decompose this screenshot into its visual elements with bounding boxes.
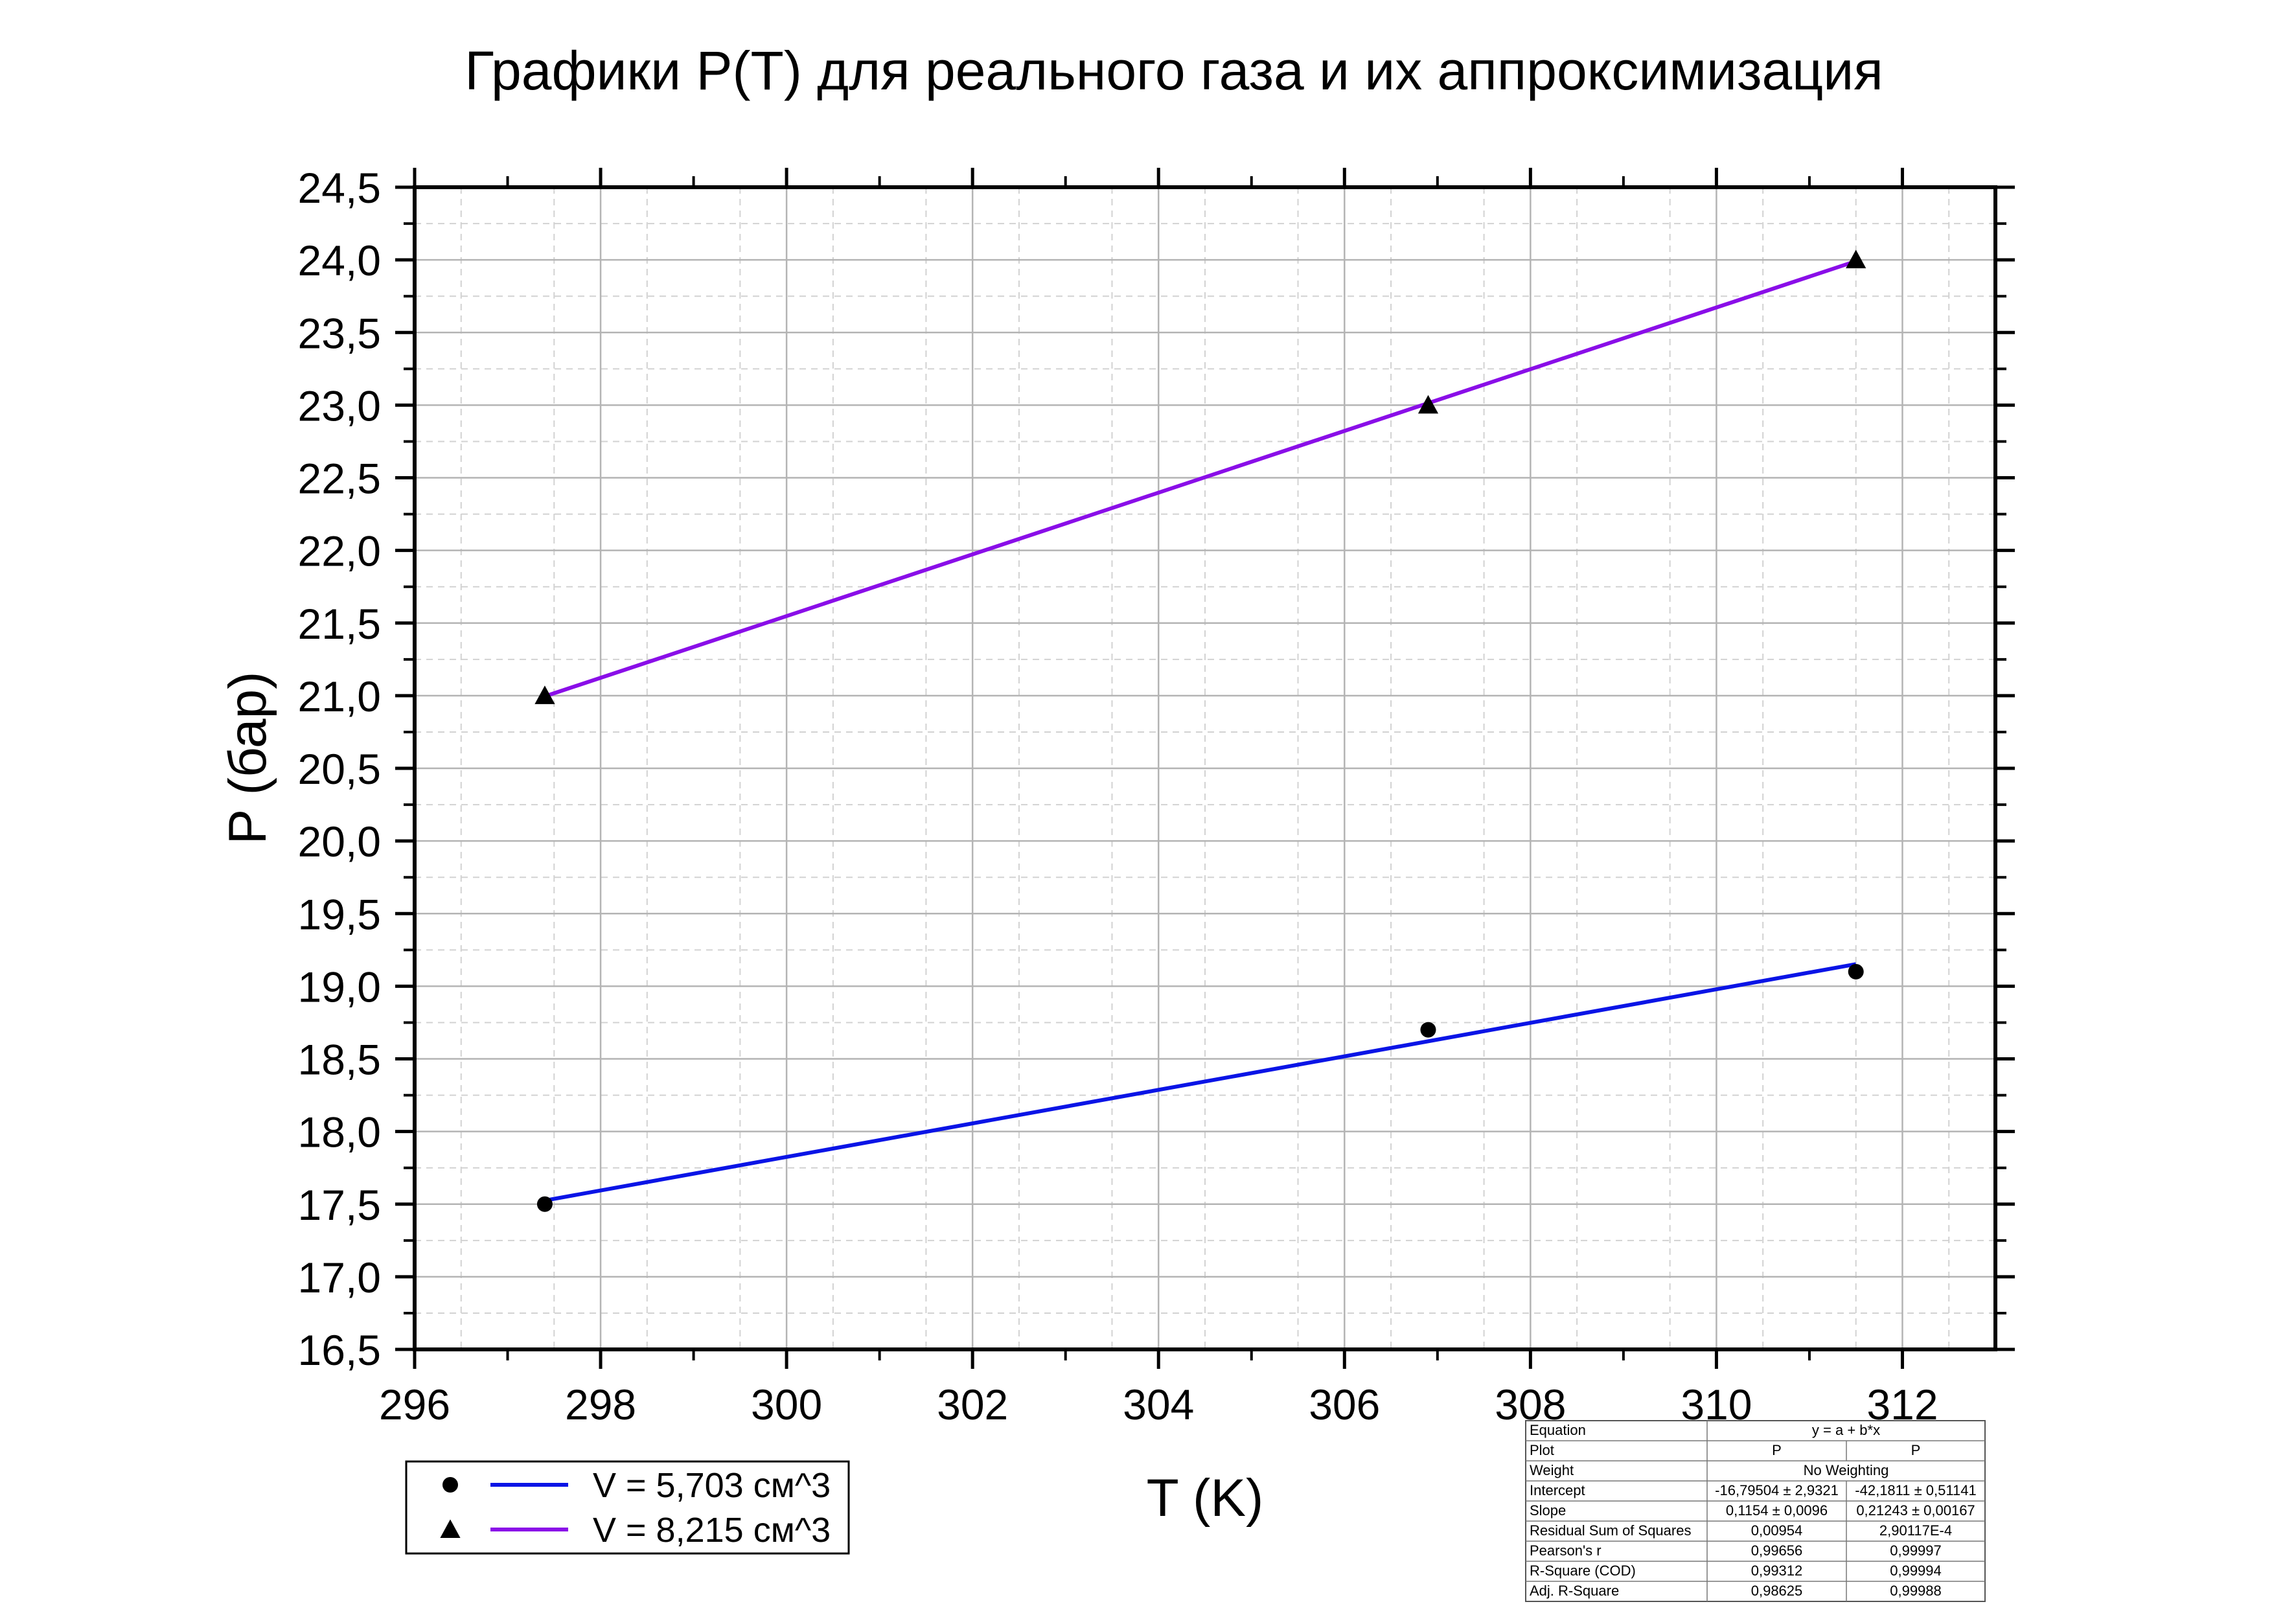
y-tick-label: 22,5 [298,455,381,503]
axes: 296 298 300 302 304 306 308 310 31216,517,017,51… [298,164,2015,1428]
y-tick-label: 16,5 [298,1326,381,1374]
data-point-series-1 [1420,1022,1436,1038]
y-tick-label: 23,0 [298,382,381,430]
x-tick-label: 304 [1123,1381,1194,1428]
stats-cell-series-1: 0,99312 [1751,1563,1803,1579]
stats-cell-merged: No Weighting [1804,1462,1889,1478]
stats-row-label: Intercept [1530,1482,1585,1498]
stats-cell-merged: y = a + b*x [1812,1422,1880,1438]
legend-label-series-1: V = 5,703 см^3 [593,1466,831,1505]
stats-cell-series-1: 0,98625 [1751,1583,1803,1599]
chart-title: Графики P(T) для реального газа и их апп… [465,40,1883,101]
fit-line-series-2 [544,259,1857,698]
y-tick-label: 23,5 [298,309,381,357]
x-axis-title: T (K) [1147,1469,1264,1528]
stats-cell-series-1: 0,00954 [1751,1522,1803,1539]
y-tick-label: 17,0 [298,1254,381,1301]
legend-label-series-2: V = 8,215 см^3 [593,1511,831,1550]
stats-cell-series-1: 0,99656 [1751,1542,1803,1559]
data-point-series-2 [1418,395,1439,414]
stats-cell-series-2: P [1911,1442,1921,1458]
stats-row-label: Slope [1530,1502,1566,1518]
y-tick-label: 18,0 [298,1108,381,1156]
stats-cell-series-2: 0,99988 [1890,1583,1942,1599]
stats-table-frame [1525,1420,1986,1602]
y-tick-label: 19,5 [298,890,381,938]
stats-cell-series-2: 0,21243 ± 0,00167 [1856,1502,1975,1518]
y-axis-title: P (бар) [218,672,277,845]
data-point-series-2 [534,685,555,704]
grid [415,187,1995,1349]
y-tick-label: 19,0 [298,963,381,1011]
plot-area [534,249,1866,1212]
y-tick-label: 24,5 [298,164,381,212]
stats-cell-series-2: 0,99994 [1890,1563,1942,1579]
data-point-series-1 [1848,963,1864,980]
y-tick-label: 17,5 [298,1181,381,1229]
stats-cell-series-1: P [1772,1442,1782,1458]
stats-row-label: Residual Sum of Squares [1530,1522,1691,1539]
stats-cell-series-2: -42,1811 ± 0,51141 [1855,1482,1976,1498]
stats-cell-series-1: -16,79504 ± 2,9321 [1715,1482,1839,1498]
y-tick-label: 20,0 [298,818,381,865]
data-point-series-1 [536,1196,553,1212]
x-tick-label: 298 [565,1381,636,1428]
stats-row-label: Equation [1530,1422,1586,1438]
x-tick-label: 300 [751,1381,822,1428]
stats-cell-series-2: 0,99997 [1890,1542,1942,1559]
legend-box [405,1460,850,1555]
stats-row-label: Plot [1530,1442,1554,1458]
y-tick-label: 18,5 [298,1036,381,1084]
y-tick-label: 21,0 [298,672,381,720]
stats-cell-series-2: 2,90117E-4 [1879,1522,1952,1539]
y-tick-label: 20,5 [298,745,381,793]
y-tick-label: 21,5 [298,600,381,648]
stats-cell-series-1: 0,1154 ± 0,0096 [1726,1502,1828,1518]
x-tick-label: 302 [937,1381,1008,1428]
data-point-series-2 [1846,249,1866,269]
fit-line-series-1 [544,962,1857,1203]
stats-row-label: Pearson's r [1530,1542,1601,1559]
legend-marker-series-2 [440,1519,461,1538]
stats-row-label: Adj. R-Square [1530,1583,1619,1599]
stats-row-label: Weight [1530,1462,1574,1478]
legend-marker-series-1 [442,1477,458,1493]
stats-row-label: R-Square (COD) [1530,1563,1636,1579]
x-tick-label: 306 [1309,1381,1380,1428]
legend: V = 5,703 см^3 V = 8,215 см^3 [405,1460,850,1555]
fit-statistics-table: Equation y = a + b*x Plot P P Weight No Weight… [1525,1420,1986,1602]
y-tick-label: 24,0 [298,236,381,284]
x-tick-label: 296 [379,1381,450,1428]
y-tick-label: 22,0 [298,527,381,575]
